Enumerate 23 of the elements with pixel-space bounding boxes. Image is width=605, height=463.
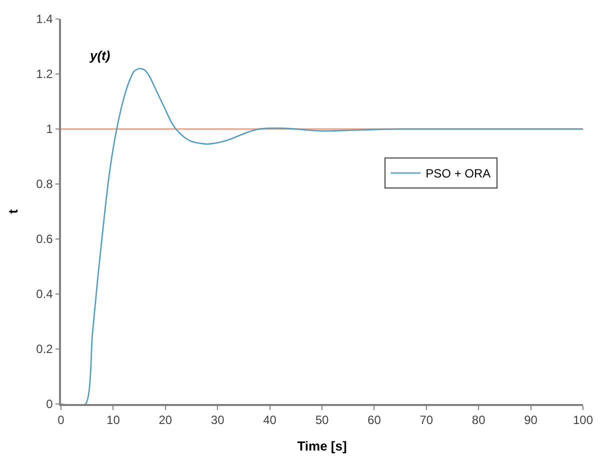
x-tick-label: 50 [315, 413, 329, 428]
x-tick-label: 30 [210, 413, 225, 428]
annotation: y(t) [89, 48, 110, 63]
x-tick-label: 80 [472, 413, 486, 428]
x-tick-label: 70 [420, 413, 434, 428]
y-tick-label: 0.8 [36, 177, 54, 192]
x-tick-label: 10 [106, 413, 120, 428]
x-tick-label: 100 [572, 413, 594, 428]
x-tick-label: 0 [58, 413, 65, 428]
y-tick-label: 0.6 [36, 232, 54, 246]
x-tick-label: 60 [368, 413, 382, 428]
x-tick-label: 40 [263, 413, 277, 428]
y-tick-label: 1 [46, 122, 54, 136]
y-tick-label: 0.4 [36, 287, 54, 302]
y-tick-label: 1.4 [36, 12, 54, 26]
y-tick-label: 0.2 [36, 342, 54, 356]
x-axis-title: Time [s] [297, 438, 347, 454]
y-tick-label: 1.2 [36, 67, 54, 82]
legend-label: PSO + ORA [426, 166, 491, 181]
y-tick-label: 0 [46, 397, 54, 412]
x-tick-label: 20 [158, 413, 172, 428]
y-axis-title: t [6, 208, 21, 214]
x-tick-label: 90 [524, 413, 538, 428]
